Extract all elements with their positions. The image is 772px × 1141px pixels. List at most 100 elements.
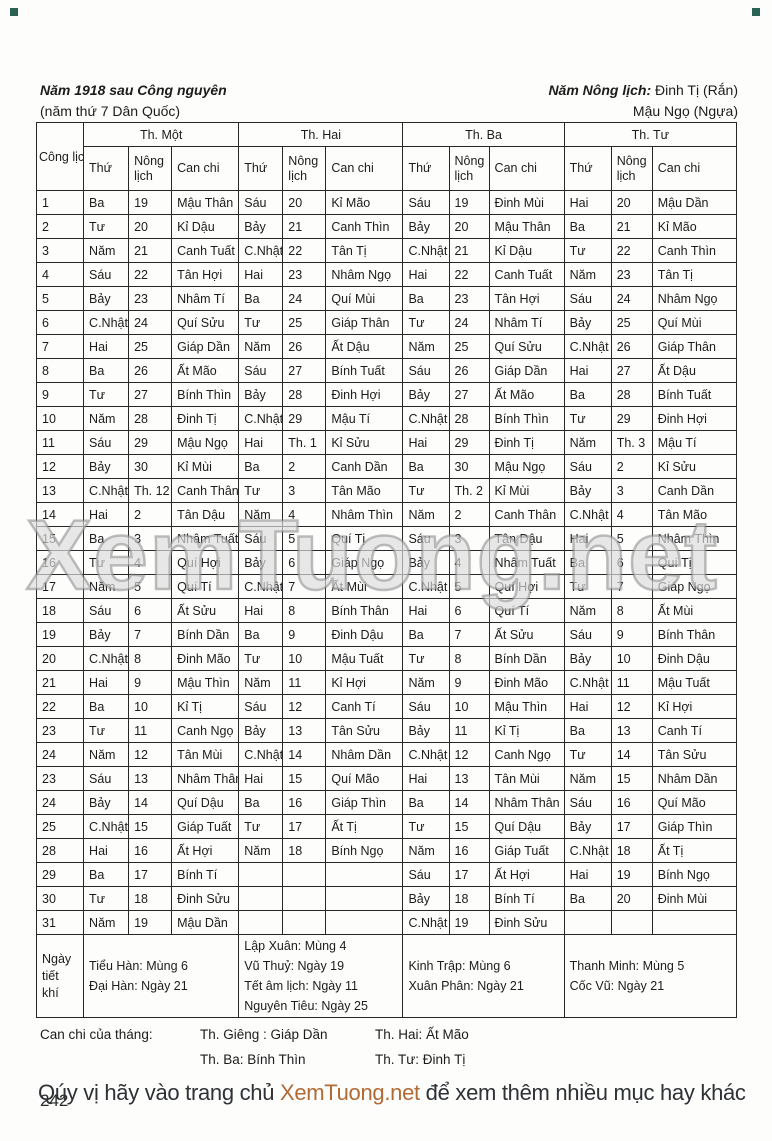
cell: Canh Thìn: [325, 214, 404, 239]
cell: 27: [128, 382, 173, 407]
cell: Bính Dần: [171, 622, 240, 647]
cell: Tư: [563, 742, 612, 767]
cell: Năm: [402, 670, 450, 695]
cell: Nhâm Dần: [325, 742, 404, 767]
cell: Tư: [83, 718, 130, 743]
cell: Ba: [563, 886, 612, 911]
table-row: 30 Tư 18 Đinh Sửu Bảy 18 Bính Tí Ba 20 Đinh Mùi: [35, 886, 738, 911]
cell: Quí Tị: [325, 526, 404, 551]
cell: Ba: [83, 526, 130, 551]
cell: Bính Thân: [651, 622, 738, 647]
cell: 26: [282, 334, 327, 359]
cell: Sáu: [402, 862, 450, 887]
cell: Sáu: [563, 286, 612, 311]
tiet-khi-cell: Kinh Trập: Mùng 6 Xuân Phân: Ngày 21: [402, 934, 565, 1018]
cell: Tân Mùi: [171, 742, 240, 767]
cell: Tân Hợi: [488, 286, 565, 311]
cell: 6: [448, 598, 490, 623]
cell: Th. 12: [128, 478, 173, 503]
col-header-nong-lich: Nông lịch: [128, 146, 173, 191]
cell: Bính Tí: [171, 862, 240, 887]
cell: 12: [610, 694, 653, 719]
cell: Năm: [238, 334, 284, 359]
cell: [238, 886, 284, 911]
cell-cong-lich: 12: [35, 454, 85, 479]
cell: Giáp Dần: [171, 334, 240, 359]
cell: C.Nhật: [402, 742, 450, 767]
cell: Tư: [563, 406, 612, 431]
cell: 21: [610, 214, 653, 239]
cell: Sáu: [83, 598, 130, 623]
cell: Kỉ Mão: [325, 190, 404, 215]
cell: [325, 910, 404, 935]
cell: 22: [448, 262, 490, 287]
cell: C.Nhật: [83, 478, 130, 503]
cell: Tân Sửu: [325, 718, 404, 743]
cell: Năm: [402, 334, 450, 359]
cell: C.Nhật: [238, 742, 284, 767]
cell: 10: [128, 694, 173, 719]
cell: Năm: [83, 238, 130, 263]
cell: Tư: [402, 478, 450, 503]
page-title: Năm 1918 sau Công nguyên: [40, 82, 227, 98]
table-row: 3 Năm 21 Canh Tuất C.Nhật 22 Tân Tị C.Nhật 21 Kỉ …: [35, 238, 738, 263]
table-row: 20 C.Nhật 8 Đinh Mão Tư 10 Mậu Tuất Tư 8 Bính Dần…: [35, 646, 738, 671]
cell: Quí Mão: [651, 790, 738, 815]
table-row: 16 Tư 4 Quí Hợi Bảy 6 Giáp Ngọ Bảy 4 Nhâm Tuất Ba 6…: [35, 550, 738, 575]
cell: 23: [448, 286, 490, 311]
cell: Nhâm Dần: [651, 766, 738, 791]
cell: Đinh Hợi: [325, 382, 404, 407]
cell: 6: [610, 550, 653, 575]
cell: Sáu: [238, 526, 284, 551]
cell: 18: [128, 886, 173, 911]
table-row: 7 Hai 25 Giáp Dần Năm 26 Ất Dậu Năm 25 Quí Sửu C.N…: [35, 334, 738, 359]
cell: Tư: [402, 310, 450, 335]
cell: 18: [282, 838, 327, 863]
cell: 28: [448, 406, 490, 431]
cell: Bính Thìn: [171, 382, 240, 407]
cell: Kỉ Tị: [488, 718, 565, 743]
cell: Sáu: [402, 358, 450, 383]
tiet-khi-label: Ngày tiết khí: [35, 934, 85, 1018]
cell: Ất Dậu: [325, 334, 404, 359]
cell: Sáu: [402, 526, 450, 551]
cell: C.Nhật: [563, 334, 612, 359]
cell: Kỉ Hợi: [651, 694, 738, 719]
cell: 12: [282, 694, 327, 719]
cell: Hai: [238, 430, 284, 455]
cell: Tân Mão: [651, 502, 738, 527]
cell: 9: [128, 670, 173, 695]
cell: 10: [282, 646, 327, 671]
cell: Canh Ngọ: [488, 742, 565, 767]
cell: Mậu Dần: [651, 190, 738, 215]
cell: 25: [282, 310, 327, 335]
cell: Giáp Thân: [651, 334, 738, 359]
cell: Đinh Tị: [488, 430, 565, 455]
calendar-body: 1 Ba 19 Mậu Thân Sáu 20 Kỉ Mão Sáu 19 Đinh Mùi Hai…: [35, 190, 738, 1018]
cell: Ba: [563, 718, 612, 743]
cell: Canh Tí: [325, 694, 404, 719]
cell: Kỉ Dậu: [171, 214, 240, 239]
cell: Mậu Tí: [325, 406, 404, 431]
cell: Năm: [563, 262, 612, 287]
col-header-can-chi: Can chi: [171, 146, 240, 191]
cell: 14: [610, 742, 653, 767]
cell: C.Nhật: [563, 502, 612, 527]
corner-mark: [10, 8, 18, 16]
cell: Ba: [563, 550, 612, 575]
cell: 24: [282, 286, 327, 311]
cell: Kỉ Sửu: [325, 430, 404, 455]
cell: C.Nhật: [402, 406, 450, 431]
month-header-row: Công lịch Th. Một Th. Hai Th. Ba Th. Tư: [35, 122, 738, 191]
cell: Hai: [402, 598, 450, 623]
cell: Ất Sửu: [488, 622, 565, 647]
page-header: Năm 1918 sau Công nguyên (năm thứ 7 Dân …: [40, 80, 738, 122]
cell: 8: [128, 646, 173, 671]
col-header-nong-lich: Nông lịch: [610, 146, 653, 191]
cell: Mậu Ngọ: [171, 430, 240, 455]
cell: Quí Mùi: [325, 286, 404, 311]
cell: 14: [282, 742, 327, 767]
cell: Năm: [83, 742, 130, 767]
cell: Mậu Ngọ: [488, 454, 565, 479]
lunar-year-label: Năm Nông lịch:: [548, 82, 652, 98]
